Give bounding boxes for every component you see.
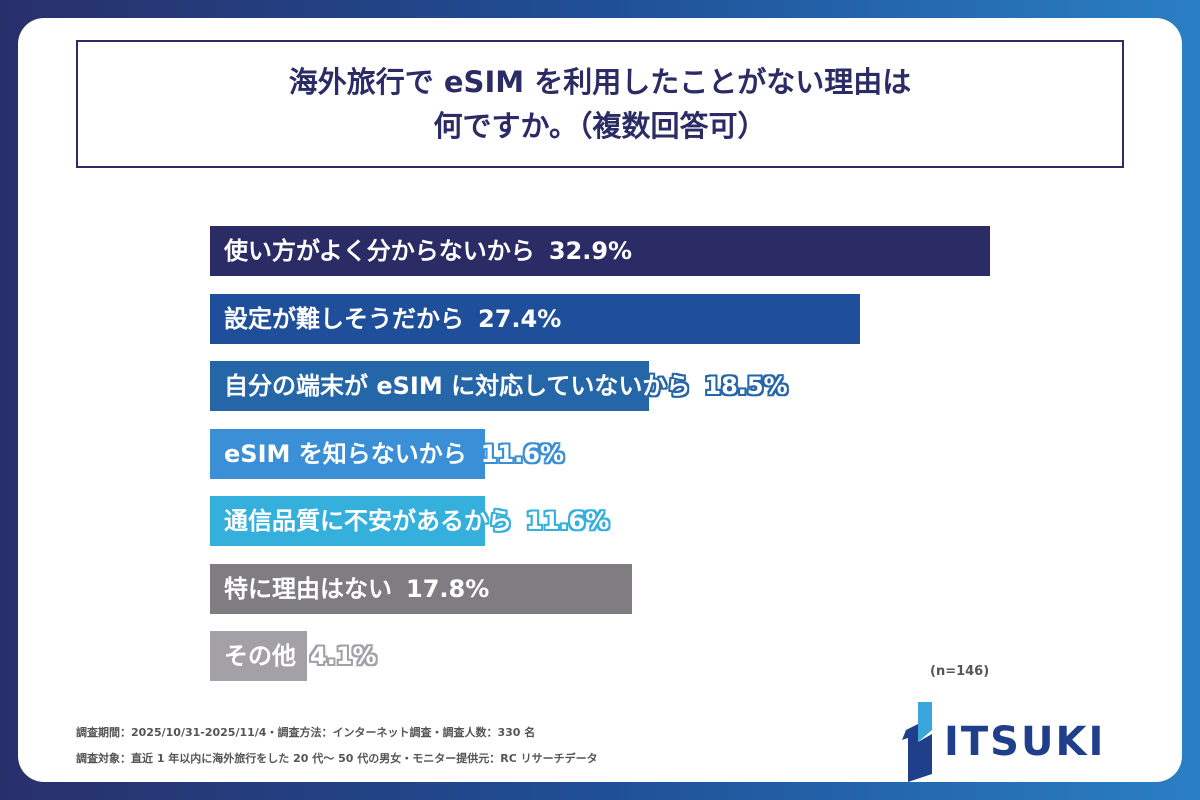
category-label: その他 [224,642,296,670]
bar-label-6: その他 4.1% [224,631,377,681]
bar-label-4: 通信品質に不安があるから 11.6% [224,496,609,546]
category-label: eSIM を知らないから [224,439,467,468]
title-line-1: 海外旅行で eSIM を利用したことがない理由は [288,65,912,99]
value-label: 32.9% [548,237,633,265]
value-label: 11.6% [480,439,564,468]
title-line-2: 何ですか。（複数回答可） [433,109,767,143]
survey-period: 調査期間：2025/10/31-2025/11/4・調査方法：インターネット調査… [76,726,536,739]
bar-4 [210,496,485,546]
card: 海外旅行で eSIM を利用したことがない理由は 何ですか。（複数回答可） 使い… [18,18,1182,782]
logo: ITSUKI [898,702,1105,782]
category-label: 使い方がよく分からないから [224,237,535,265]
category-label: 自分の端末が eSIM に対応していないから [224,372,691,400]
category-label: 通信品質に不安があるから [224,507,512,535]
logo-text: ITSUKI [944,719,1106,765]
bar-label-3: eSIM を知らないから 11.6% [224,429,564,479]
bar-6 [210,631,308,681]
chart-title: 海外旅行で eSIM を利用したことがない理由は 何ですか。（複数回答可） [76,40,1124,168]
value-label: 27.4% [478,304,562,333]
bar-1 [210,293,860,344]
bar-2 [210,361,649,411]
value-label: 4.1% [310,642,377,670]
category-label: 設定が難しそうだから [224,304,464,333]
value-label: 11.6% [526,507,610,535]
value-label: 18.5% [704,372,788,400]
bar-label-2: 自分の端末が eSIM に対応していないから 18.5% [224,361,788,411]
value-label: 17.8% [406,574,490,603]
bar-5 [210,563,632,614]
sample-size: (n=146) [930,664,990,679]
bar-label-0: 使い方がよく分からないから 32.9% [224,226,632,276]
bar-3 [210,428,485,479]
bar-label-5: 特に理由はない 17.8% [224,564,489,614]
bar-label-1: 設定が難しそうだから 27.4% [224,294,561,344]
logo-mark-icon [902,702,932,782]
survey-target: 調査対象：直近 1 年以内に海外旅行をした 20 代～ 50 代の男女・モニター… [76,752,598,765]
category-label: 特に理由はない [224,574,392,603]
bar-0 [210,226,990,276]
